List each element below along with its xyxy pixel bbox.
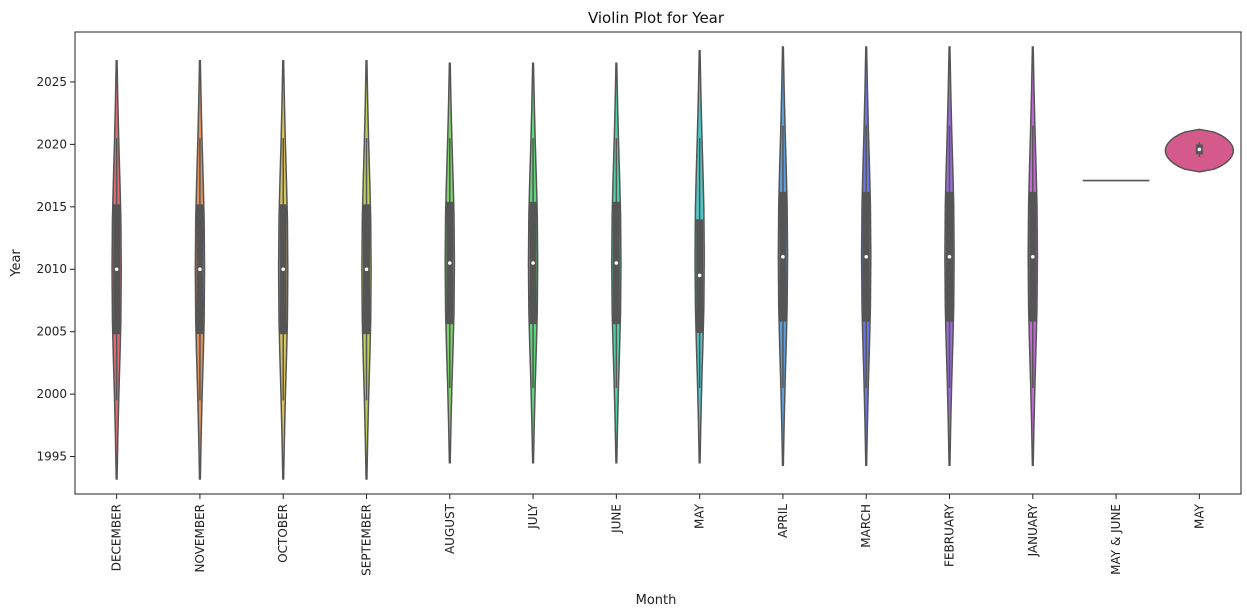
- x-tick-label: SEPTEMBER: [360, 504, 374, 576]
- x-tick-label: JULY: [526, 503, 540, 529]
- violin-median-dot: [447, 261, 452, 265]
- x-tick-label: MARCH: [859, 504, 873, 548]
- x-tick-label: FEBRUARY: [943, 503, 957, 567]
- violin-median-dot: [614, 261, 619, 265]
- y-tick-label: 2010: [36, 262, 67, 276]
- x-tick-label: AUGUST: [443, 503, 457, 554]
- x-tick-label: OCTOBER: [276, 504, 290, 563]
- violin-group: [111, 46, 1235, 480]
- x-tick-label: MAY & JUNE: [1109, 504, 1123, 575]
- x-tick-label: DECEMBER: [110, 504, 124, 571]
- violin-median-dot: [1197, 147, 1202, 152]
- x-tick-label: MAY: [693, 503, 707, 529]
- violin-median-dot: [947, 254, 952, 259]
- x-tick-label: MAY: [1192, 503, 1206, 529]
- y-tick-label: 2000: [36, 387, 67, 401]
- x-tick-label: NOVEMBER: [193, 504, 207, 573]
- violin-median-dot: [864, 254, 869, 259]
- violin-median-dot: [531, 261, 535, 265]
- x-axis-title: Month: [636, 593, 677, 608]
- violin-median-dot: [697, 273, 702, 278]
- violin-median-dot: [781, 254, 785, 259]
- chart-title: Violin Plot for Year: [588, 9, 725, 27]
- y-tick-label: 2020: [36, 137, 67, 151]
- y-tick-label: 2025: [36, 75, 67, 89]
- violin-median-dot: [364, 267, 369, 272]
- x-axis: DECEMBER NOVEMBER OCTOBER SEPTEMBER AUGUST JU…: [110, 494, 1206, 576]
- x-tick-label: APRIL: [776, 504, 790, 538]
- y-axis: 1995 2000 2005 2010 2015 2020 2025: [36, 75, 75, 464]
- y-tick-label: 1995: [36, 450, 67, 464]
- x-tick-label: JANUARY: [1026, 503, 1040, 557]
- violin-median-dot: [281, 267, 286, 272]
- violin-median-dot: [1030, 254, 1035, 259]
- y-tick-label: 2015: [36, 200, 67, 214]
- violin-median-dot: [114, 267, 119, 272]
- y-axis-title: Year: [9, 249, 24, 278]
- x-tick-label: JUNE: [609, 504, 623, 534]
- y-tick-label: 2005: [36, 325, 67, 339]
- violin-median-dot: [198, 267, 202, 272]
- plot-area-frame: [74, 31, 1242, 495]
